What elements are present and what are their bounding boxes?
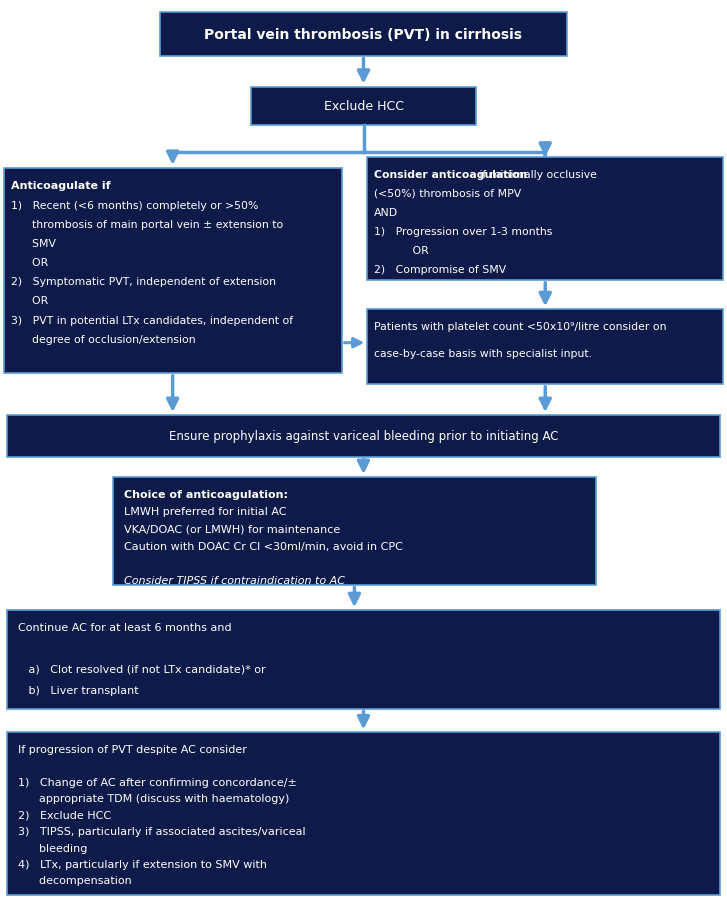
Text: Continue AC for at least 6 months and: Continue AC for at least 6 months and [18,622,232,632]
Text: LMWH preferred for initial AC: LMWH preferred for initial AC [124,507,286,517]
FancyBboxPatch shape [251,87,476,126]
Text: 1)   Change of AC after confirming concordance/±: 1) Change of AC after confirming concord… [18,777,297,787]
Text: 1)   Progression over 1-3 months: 1) Progression over 1-3 months [374,227,553,237]
Text: Consider TIPSS if contraindication to AC: Consider TIPSS if contraindication to AC [124,576,345,586]
Text: if minimally occlusive: if minimally occlusive [475,169,596,179]
Text: Consider anticoagulation: Consider anticoagulation [374,169,528,179]
Text: Portal vein thrombosis (PVT) in cirrhosis: Portal vein thrombosis (PVT) in cirrhosi… [204,27,523,42]
FancyBboxPatch shape [7,415,720,457]
Text: bleeding: bleeding [18,843,87,853]
FancyBboxPatch shape [7,610,720,709]
Text: OR: OR [11,258,48,268]
Text: decompensation: decompensation [18,875,132,885]
FancyBboxPatch shape [367,158,723,281]
Text: 2)   Compromise of SMV: 2) Compromise of SMV [374,265,507,275]
FancyBboxPatch shape [113,477,596,585]
Text: VKA/DOAC (or LMWH) for maintenance: VKA/DOAC (or LMWH) for maintenance [124,524,340,534]
Text: 3)   PVT in potential LTx candidates, independent of: 3) PVT in potential LTx candidates, inde… [11,315,293,325]
Text: 2)   Symptomatic PVT, independent of extension: 2) Symptomatic PVT, independent of exten… [11,277,276,287]
Text: SMV: SMV [11,239,56,249]
Text: degree of occlusion/extension: degree of occlusion/extension [11,334,196,344]
Text: Caution with DOAC Cr Cl <30ml/min, avoid in CPC: Caution with DOAC Cr Cl <30ml/min, avoid… [124,541,403,551]
Text: Ensure prophylaxis against variceal bleeding prior to initiating AC: Ensure prophylaxis against variceal blee… [169,430,558,443]
Text: 3)   TIPSS, particularly if associated ascites/variceal: 3) TIPSS, particularly if associated asc… [18,826,306,836]
FancyBboxPatch shape [7,732,720,895]
Text: OR: OR [374,246,429,256]
Text: case-by-case basis with specialist input.: case-by-case basis with specialist input… [374,349,593,359]
Text: Choice of anticoagulation:: Choice of anticoagulation: [124,489,288,499]
Text: 4)   LTx, particularly if extension to SMV with: 4) LTx, particularly if extension to SMV… [18,859,268,869]
Text: OR: OR [11,296,48,306]
Text: appropriate TDM (discuss with haematology): appropriate TDM (discuss with haematolog… [18,793,289,804]
Text: AND: AND [374,208,398,218]
FancyBboxPatch shape [4,169,342,374]
Text: Exclude HCC: Exclude HCC [324,100,403,113]
FancyBboxPatch shape [160,13,567,56]
Text: 2)   Exclude HCC: 2) Exclude HCC [18,810,111,820]
FancyBboxPatch shape [367,310,723,384]
Text: thrombosis of main portal vein ± extension to: thrombosis of main portal vein ± extensi… [11,220,283,230]
Text: a)   Clot resolved (if not LTx candidate)* or: a) Clot resolved (if not LTx candidate)*… [18,664,266,674]
Text: Patients with platelet count <50x10⁹/litre consider on: Patients with platelet count <50x10⁹/lit… [374,322,667,332]
Text: 1)   Recent (<6 months) completely or >50%: 1) Recent (<6 months) completely or >50% [11,200,258,210]
Text: Anticoagulate if: Anticoagulate if [11,180,111,190]
Text: (<50%) thrombosis of MPV: (<50%) thrombosis of MPV [374,189,522,199]
Text: b)   Liver transplant: b) Liver transplant [18,685,139,695]
Text: If progression of PVT despite AC consider: If progression of PVT despite AC conside… [18,744,247,754]
